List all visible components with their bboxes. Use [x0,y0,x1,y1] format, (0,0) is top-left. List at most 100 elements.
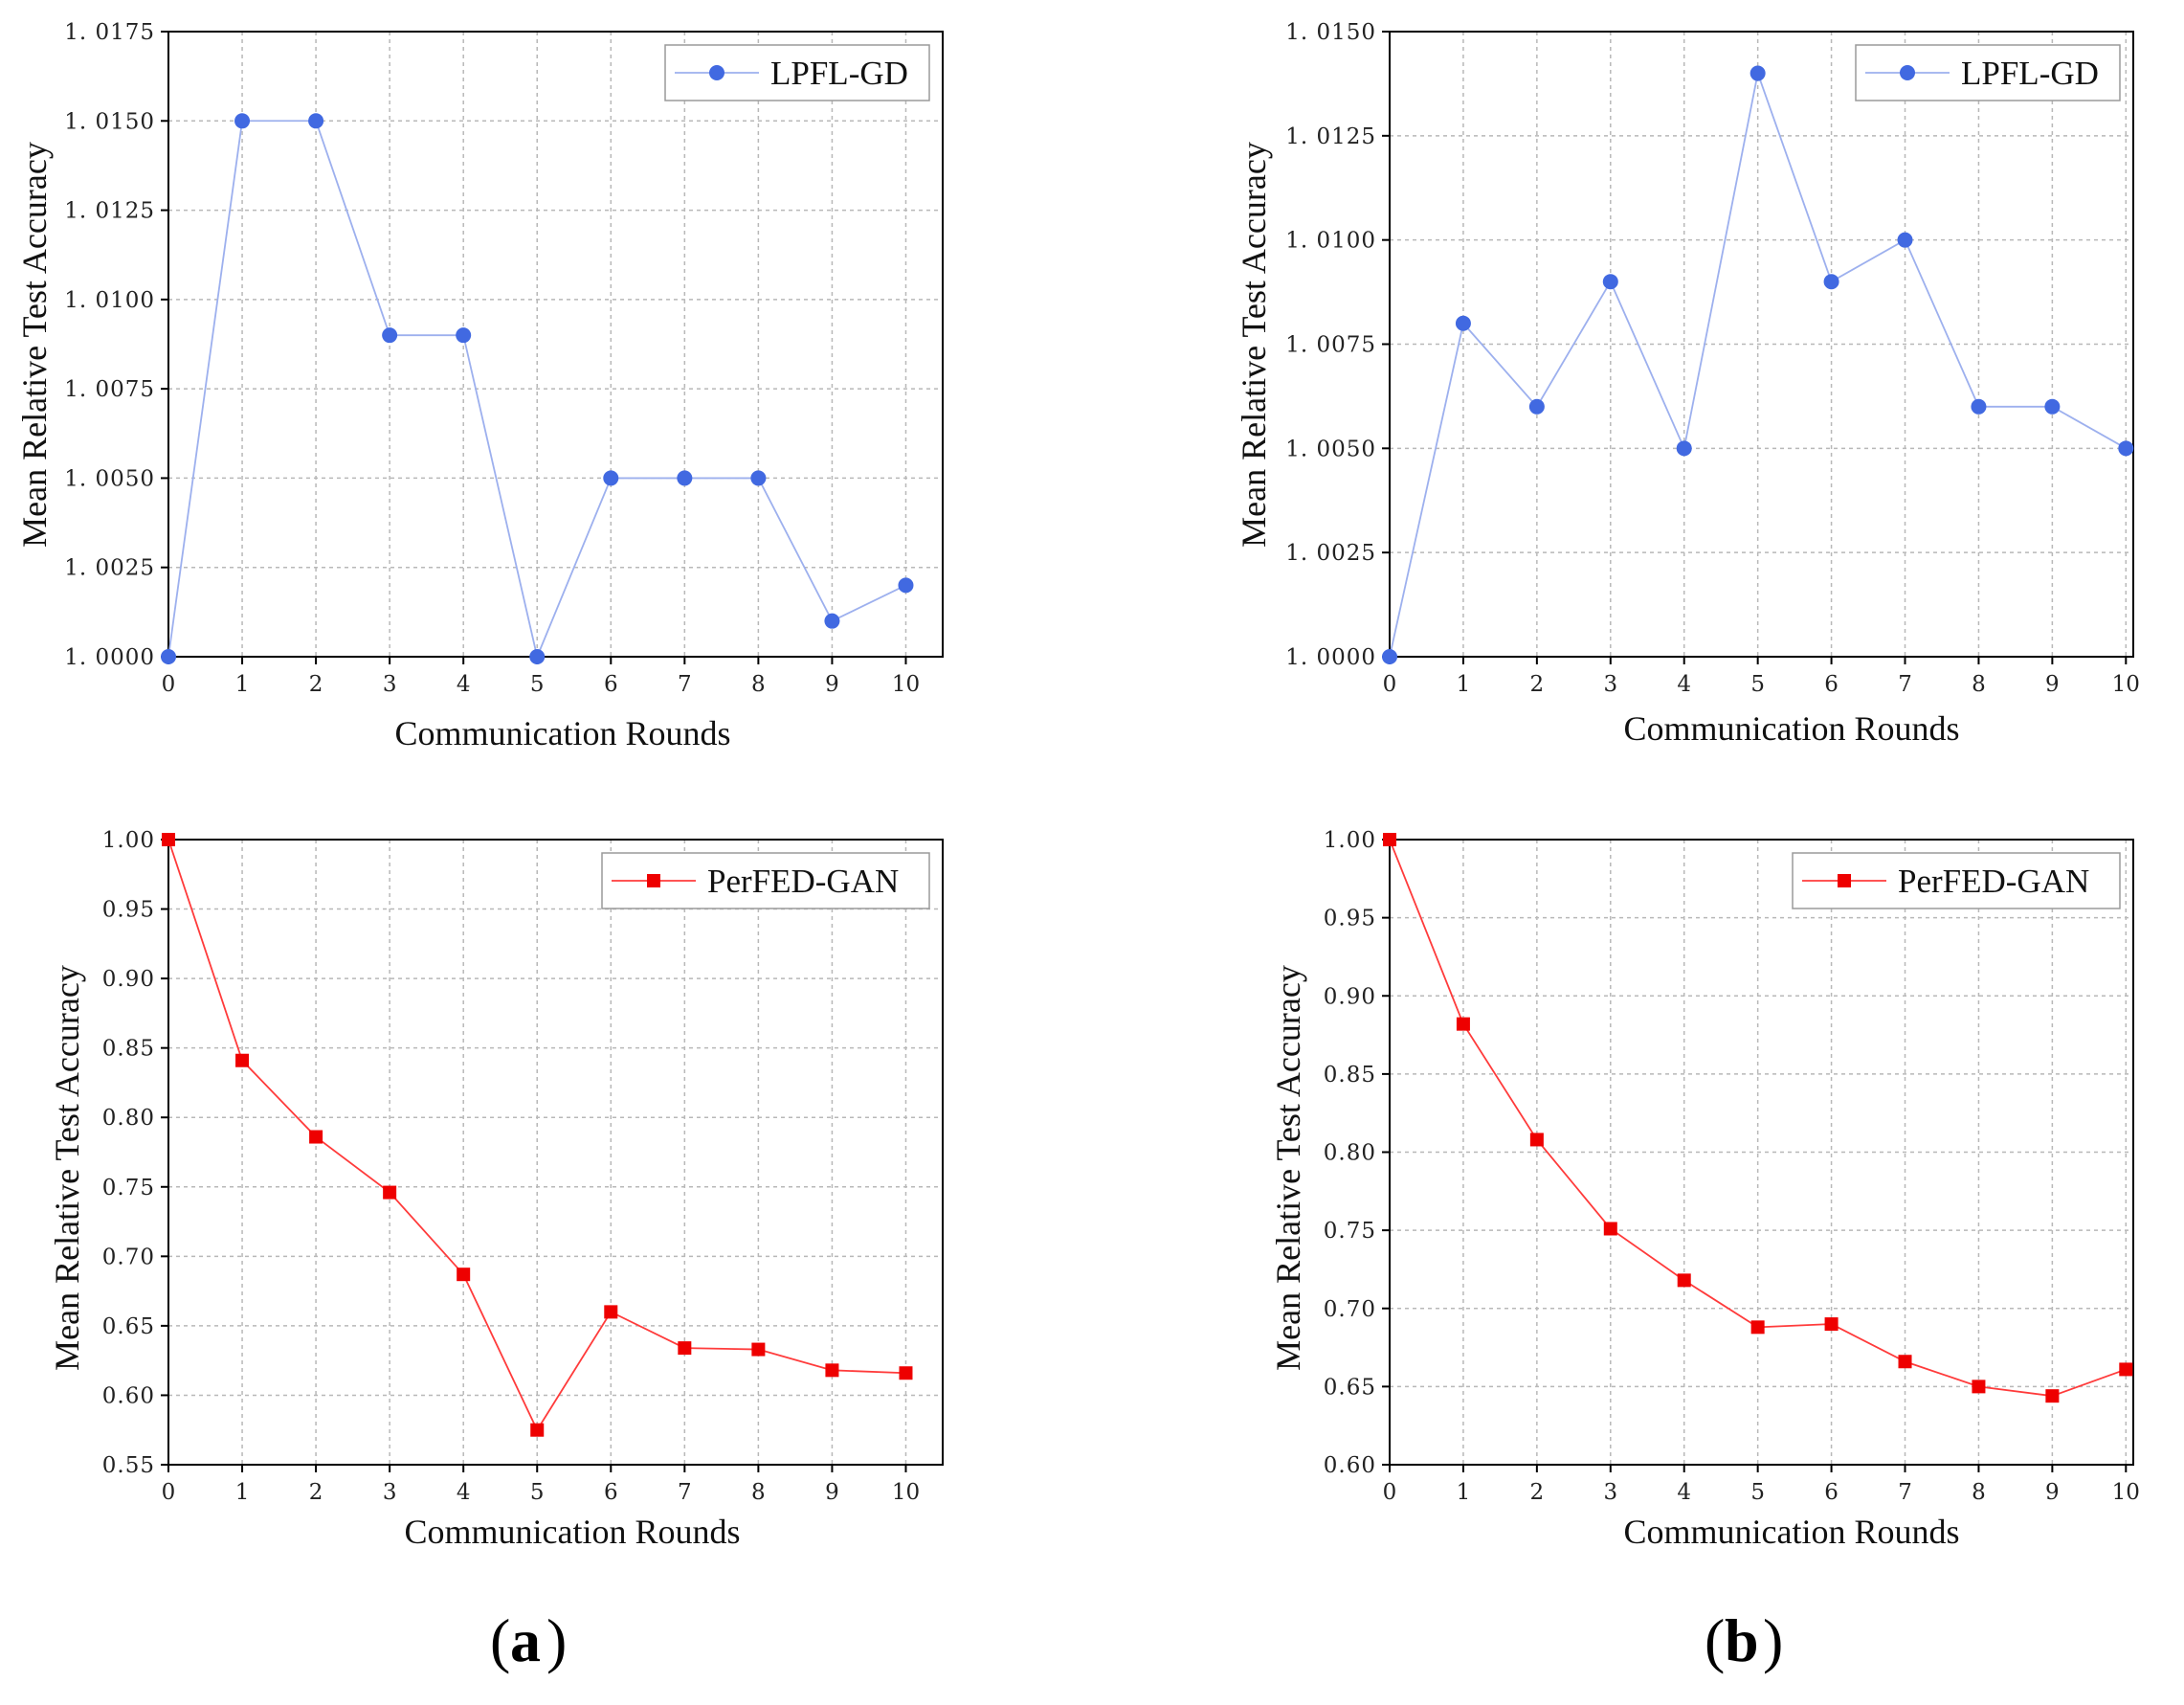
y-tick-label: 1. 0025 [1285,541,1376,566]
plot-frame [1389,31,2134,658]
data-point [1750,1320,1765,1335]
plot-frame [1389,839,2134,1466]
x-tick-label: 0 [1383,1480,1397,1505]
x-tick-label: 3 [1603,672,1617,697]
data-point [1603,1222,1617,1236]
y-tick-label: 0.70 [102,1245,155,1269]
x-tick-label: 4 [1677,1480,1691,1505]
y-tick-label: 1. 0075 [1285,333,1376,358]
y-tick-label: 1. 0050 [64,466,155,491]
data-point [1824,1317,1839,1332]
data-point [529,649,546,664]
x-tick-label: 10 [892,672,920,697]
data-point [603,470,619,486]
y-tick-label: 1. 0050 [1285,437,1376,461]
x-tick-label: 8 [1972,672,1986,697]
y-tick-label: 1. 0150 [64,109,155,134]
x-tick-label: 7 [678,1480,692,1505]
y-tick-label: 1. 0000 [64,645,155,670]
y-tick-label: 1.00 [102,828,155,853]
data-point [1749,65,1766,81]
y-tick-label: 0.80 [102,1106,155,1131]
y-tick-label: 0.60 [102,1383,155,1408]
y-tick-label: 1. 0175 [64,20,155,45]
panel-label-b-letter: b [1725,1606,1759,1674]
plot-frame [167,31,944,658]
data-point [1456,1017,1470,1031]
data-point [162,833,175,846]
x-tick-label: 4 [457,672,471,697]
plot-frame [167,839,944,1466]
x-tick-label: 2 [309,672,323,697]
y-tick-label: 0.85 [1324,1063,1376,1088]
y-tick-label: 0.70 [1324,1297,1376,1322]
x-tick-label: 7 [678,672,692,697]
panel-label-a-letter: a [510,1606,541,1674]
x-tick-label: 2 [1530,672,1545,697]
data-point [1455,315,1471,331]
y-axis-title: Mean Relative Test Accuracy [1269,965,1307,1371]
legend-label: LPFL-GD [770,55,908,92]
x-tick-label: 9 [2045,672,2060,697]
series-line-perfed-gan [167,839,906,1432]
x-tick-label: 3 [1603,1480,1617,1505]
panel-label-a: ( a ) [490,1606,567,1674]
data-point [1383,833,1396,846]
data-point [383,1185,397,1200]
x-tick-label: 4 [1677,672,1691,697]
y-tick-label: 1. 0000 [1285,645,1376,670]
x-tick-label: 6 [1824,672,1839,697]
y-tick-label: 0.60 [1324,1453,1376,1478]
x-axis-title: Communication Rounds [1624,1513,1960,1551]
panel-label-b-close: ) [1763,1606,1783,1674]
data-point [751,1342,766,1357]
x-tick-label: 2 [1530,1480,1545,1505]
x-tick-label: 0 [1383,672,1397,697]
data-point [899,1366,913,1380]
x-tick-label: 8 [751,1480,766,1505]
x-tick-label: 8 [1972,1480,1986,1505]
y-tick-label: 0.95 [1324,907,1376,931]
legend-marker [647,874,660,887]
x-tick-label: 5 [1750,1480,1765,1505]
x-tick-label: 6 [604,1480,618,1505]
legend-marker [709,65,724,80]
data-point [234,113,251,129]
legend-marker [1900,65,1915,80]
x-tick-label: 7 [1898,672,1912,697]
x-tick-label: 0 [162,672,176,697]
y-tick-label: 1. 0100 [1285,229,1376,254]
data-point [235,1053,250,1067]
data-point [2044,398,2061,415]
data-point [1528,398,1545,415]
x-tick-label: 1 [1457,1480,1471,1505]
data-point [1898,1355,1912,1369]
data-point [161,649,176,664]
x-tick-label: 10 [892,1480,920,1505]
data-point [898,577,914,594]
x-tick-label: 1 [1457,672,1471,697]
y-tick-label: 1. 0075 [64,377,155,402]
data-point [825,1363,839,1378]
y-axis-title: Mean Relative Test Accuracy [1235,142,1273,548]
data-point [382,327,398,344]
y-tick-label: 1. 0100 [64,288,155,313]
legend-label: LPFL-GD [1961,55,2099,92]
data-point [1602,274,1618,290]
chart-b-top: 0 1 2 3 4 5 6 7 8 9 10 1. 0000 1. 0025 1. 0050 1. 0075… [1235,20,2140,748]
x-tick-label: 6 [1824,1480,1839,1505]
data-point [750,470,767,486]
y-tick-label: 0.65 [1324,1375,1376,1400]
x-tick-label: 5 [1750,672,1765,697]
y-tick-label: 0.80 [1324,1141,1376,1166]
data-point [1897,232,1913,248]
data-point [1972,1380,1986,1394]
legend-marker [1838,874,1851,887]
data-point [309,1130,323,1144]
chart-b-bottom: 0 1 2 3 4 5 6 7 8 9 10 0.60 0.65 0.70 0.75 0.80 0.85 0.90… [1269,828,2140,1551]
data-point [824,613,840,629]
data-point [2118,440,2134,457]
chart-a-bottom: 0 1 2 3 4 5 6 7 8 9 10 0.55 0.60 0.65 0.70 0.75 0.80 0.85… [48,828,944,1551]
panel-label-a-close: ) [546,1606,567,1674]
